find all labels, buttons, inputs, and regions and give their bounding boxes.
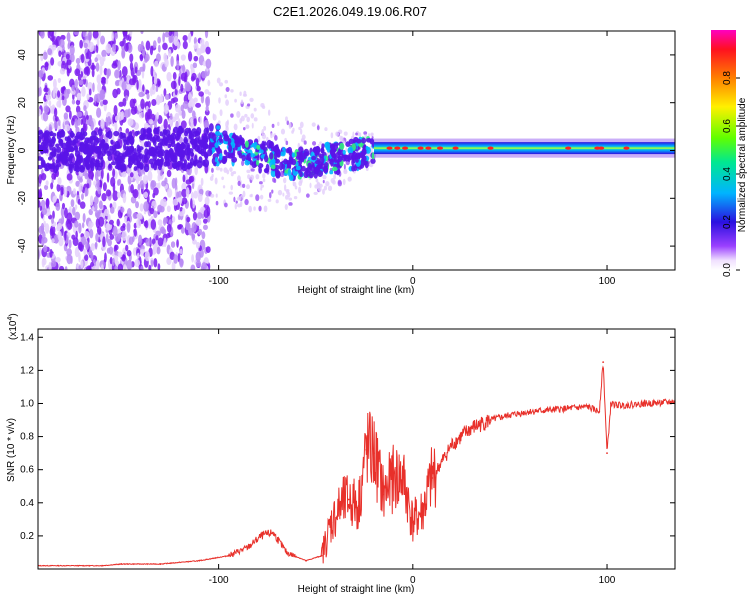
snr-data-point xyxy=(198,559,201,562)
snr-y-axis-label: SNR (10 * v/v) xyxy=(6,418,17,482)
snr-y-scale-note: (x104) xyxy=(7,313,19,340)
snr-y-tick-label: 0.6 xyxy=(20,465,34,476)
snr-data-point xyxy=(528,410,531,413)
colorbar-tick-label: 0.4 xyxy=(722,167,733,181)
colorbar: 0.0 0.2 0.4 0.6 0.8 Normalized spectral ampl… xyxy=(711,30,748,277)
snr-data-point xyxy=(402,477,405,479)
colorbar-tick-label: 0.6 xyxy=(722,119,733,133)
spectrogram-y-tick-label: -40 xyxy=(17,238,28,253)
snr-data-point xyxy=(509,414,511,416)
snr-data-point xyxy=(431,477,434,479)
spectrogram-y-tick-label: 20 xyxy=(17,97,28,109)
snr-y-scale-exponent: 4 xyxy=(7,317,14,321)
colorbar-label: Normalized spectral amplitude xyxy=(737,97,748,232)
spectrogram-x-axis-label: Height of straight line (km) xyxy=(298,285,415,296)
snr-y-ticks: 0.2 0.4 0.6 0.8 1.0 1.2 1.4 xyxy=(20,332,675,542)
snr-data-point xyxy=(101,564,103,567)
spectrogram-x-tick-label: 100 xyxy=(599,276,616,287)
snr-frame xyxy=(37,328,676,570)
snr-data-point xyxy=(606,452,608,455)
colorbar-tick-label: 0.2 xyxy=(722,215,733,229)
snr-data-point xyxy=(365,448,368,451)
snr-y-tick-label: 0.4 xyxy=(20,498,34,509)
snr-data-point xyxy=(615,404,618,407)
spectrogram-y-tick-label: -20 xyxy=(17,191,28,206)
snr-x-tick-label: 100 xyxy=(599,575,616,586)
snr-data-point xyxy=(644,402,647,405)
snr-data-point xyxy=(547,409,550,412)
snr-data-point xyxy=(227,554,230,557)
snr-data-point xyxy=(272,531,274,534)
svg-text:(x104): (x104) xyxy=(7,313,19,340)
snr-x-axis-label: Height of straight line (km) xyxy=(298,584,415,595)
snr-data-point xyxy=(567,407,570,410)
snr-data-point xyxy=(340,505,342,508)
snr-data-point xyxy=(460,435,463,438)
spectrogram-x-tick-label: -100 xyxy=(209,276,229,287)
snr-data-point xyxy=(392,477,395,479)
snr-y-tick-label: 0.8 xyxy=(20,432,34,443)
snr-data-point xyxy=(305,559,307,562)
snr-x-tick-label: 0 xyxy=(410,575,416,586)
snr-data-point xyxy=(602,361,605,364)
snr-data-point xyxy=(441,460,443,463)
snr-x-ticks: -100 0 100 xyxy=(209,329,616,586)
spectrogram-y-axis-label: Frequency (Hz) xyxy=(6,116,17,185)
snr-y-tick-label: 1.2 xyxy=(20,365,34,376)
spectrogram-y-tick-label: 0 xyxy=(17,147,28,153)
spectrogram-x-ticks: -100 0 100 xyxy=(209,31,616,287)
snr-y-tick-label: 1.0 xyxy=(20,398,34,409)
snr-data-point xyxy=(598,410,601,413)
spectrogram-heatmap xyxy=(38,31,675,270)
snr-data-point xyxy=(330,521,333,524)
snr-data-point xyxy=(285,551,288,554)
colorbar-tick-label: 0.8 xyxy=(722,71,733,85)
snr-data-point xyxy=(382,493,385,496)
spectrogram-x-tick-label: 0 xyxy=(410,276,416,287)
snr-y-tick-label: 0.2 xyxy=(20,531,34,542)
spectrogram-y-tick-label: 40 xyxy=(17,49,28,61)
snr-data-point xyxy=(260,534,263,537)
snr-data-point xyxy=(610,402,612,405)
spectrogram-panel: -100 0 100 -40 -20 0 20 40 Height of straight … xyxy=(6,30,676,296)
snr-data-points xyxy=(38,361,675,567)
snr-y-scale-prefix: (x10 xyxy=(8,320,19,340)
snr-data-point xyxy=(347,498,350,501)
snr-panel: -100 0 100 0.2 0.4 0.6 0.8 1.0 1.2 1.4 Height of… xyxy=(6,313,676,595)
snr-series-line xyxy=(38,365,675,567)
snr-data-point xyxy=(246,546,249,549)
snr-y-tick-label: 1.4 xyxy=(20,332,34,343)
snr-data-point xyxy=(625,404,628,407)
colorbar-gradient xyxy=(711,30,736,270)
snr-x-tick-label: -100 xyxy=(209,575,229,586)
figure-title: C2E1.2026.049.19.06.R07 xyxy=(273,4,427,19)
snr-data-point xyxy=(421,510,424,512)
snr-data-point xyxy=(489,419,492,421)
snr-data-point xyxy=(411,521,414,524)
snr-data-point xyxy=(357,505,360,508)
spectrogram-y-ticks: -40 -20 0 20 40 xyxy=(17,49,675,253)
snr-data-point xyxy=(373,452,375,455)
snr-data-point xyxy=(470,427,472,430)
colorbar-ticks: 0.0 0.2 0.4 0.6 0.8 xyxy=(722,71,740,277)
snr-data-point xyxy=(450,443,453,446)
snr-data-point xyxy=(120,563,123,565)
snr-data-point xyxy=(320,554,323,557)
snr-data-point xyxy=(159,563,162,565)
colorbar-tick-label: 0.0 xyxy=(722,263,733,277)
snr-data-point xyxy=(586,405,589,408)
